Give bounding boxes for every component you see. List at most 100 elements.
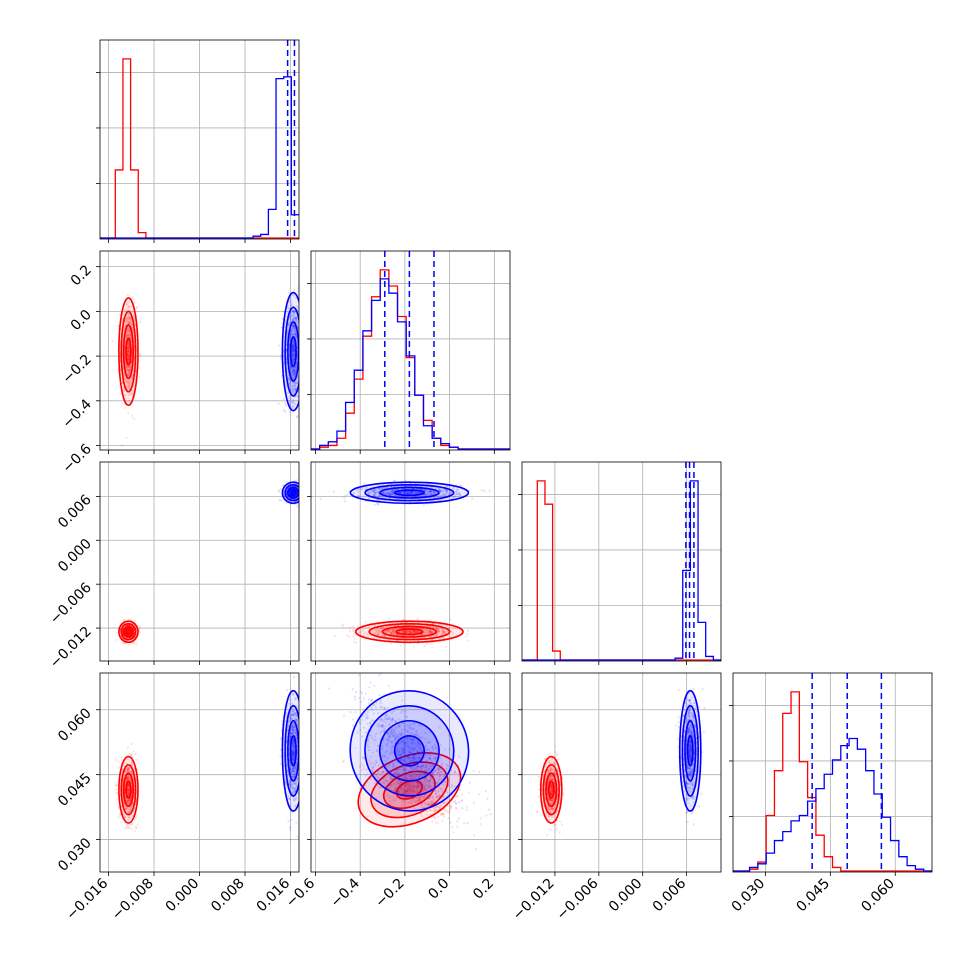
scatter-point [127,312,130,315]
scatter-point [291,345,294,348]
scatter-point [131,328,134,331]
scatter-point [428,630,431,633]
scatter-point [135,643,138,646]
scatter-point [406,492,409,495]
scatter-point [369,491,372,494]
scatter-point [135,306,139,309]
scatter-point [132,298,135,301]
scatter-point [129,334,132,337]
scatter-point [397,491,400,494]
scatter-point [367,490,370,494]
scatter-point [379,627,382,630]
scatter-point [291,333,294,336]
scatter-point [125,334,128,337]
scatter-point [376,490,379,494]
scatter-point [301,330,303,332]
scatter-point [404,479,407,482]
scatter-point [389,492,392,495]
scatter-point [293,384,297,387]
scatter-point [293,288,296,291]
scatter-point [126,365,129,368]
scatter-point [386,625,390,628]
scatter-point [135,306,138,310]
scatter-point [125,436,128,440]
scatter-point [291,368,294,371]
scatter-point [407,629,410,633]
scatter-point [127,630,130,633]
scatter-point [130,375,133,378]
scatter-point [292,372,296,375]
scatter-point [127,816,131,819]
scatter-point [440,627,444,631]
scatter-point [282,362,286,366]
scatter-point [288,380,291,383]
scatter-point [445,488,448,492]
scatter-point [449,618,452,621]
scatter-point [374,630,378,633]
scatter-point [293,371,296,374]
scatter-point [291,327,294,330]
scatter-point [440,628,444,631]
scatter-point [435,628,439,631]
scatter-point [294,316,297,320]
scatter-point [128,316,132,319]
scatter-point [451,497,454,500]
scatter-point [292,490,295,493]
scatter-point [130,753,133,756]
scatter-point [399,491,402,495]
scatter-point [429,493,432,496]
scatter-point [287,322,290,325]
scatter-point [294,387,297,390]
scatter-point [389,493,392,496]
scatter-point [285,386,289,389]
scatter-point [423,493,426,496]
scatter-point [408,630,412,633]
scatter-point [439,489,442,492]
scatter-point [293,315,296,319]
scatter-point [291,386,294,389]
scatter-point [358,494,361,497]
scatter-point [375,492,378,495]
scatter-point [386,629,389,632]
scatter-point [429,490,432,493]
scatter-point [383,487,387,490]
scatter-point [426,631,429,634]
scatter-point [436,627,440,630]
scatter-point [407,490,411,494]
scatter-point [125,334,128,337]
panel-2-1 [307,461,511,665]
scatter-point [296,382,299,385]
scatter-point [442,492,445,495]
scatter-series-red [115,618,141,646]
scatter-point [405,629,409,632]
scatter-point [129,799,132,802]
scatter-point [377,488,381,491]
scatter-point [126,827,130,830]
scatter-point [120,821,123,824]
scatter-point [381,495,384,498]
scatter-point [390,631,394,634]
scatter-point [127,354,130,357]
scatter-point [127,373,130,376]
scatter-point [376,633,379,636]
scatter-point [129,316,132,320]
scatter-point [126,369,129,372]
scatter-point [442,630,445,633]
scatter-point [413,630,416,633]
scatter-point [292,491,295,495]
scatter-point [127,325,130,329]
scatter-point [128,392,132,395]
scatter-point [394,488,397,492]
scatter-point [410,490,413,493]
scatter-point [372,489,375,493]
scatter-point [127,351,130,354]
scatter-point [302,335,304,337]
scatter-point [289,365,293,368]
scatter-point [291,370,294,373]
scatter-point [377,495,381,498]
scatter-point [132,642,135,645]
scatter-point [443,494,447,497]
scatter-point [359,630,362,633]
scatter-point [421,627,424,630]
histogram-series-blue [522,480,721,661]
